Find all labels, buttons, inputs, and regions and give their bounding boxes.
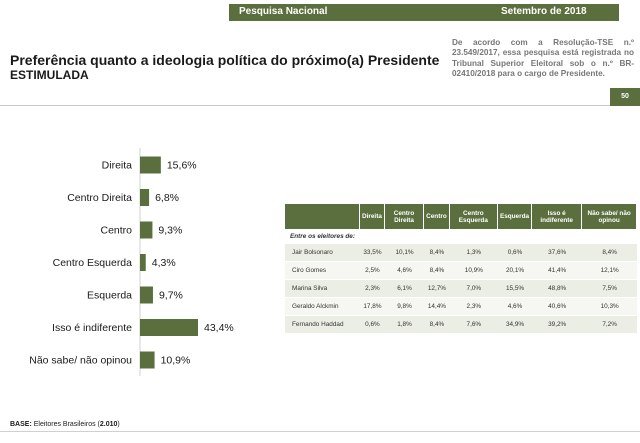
table-cell: 14,4% (424, 298, 450, 316)
category-label: Isso é indiferente (52, 322, 132, 334)
base-count: 2.010 (99, 421, 118, 428)
candidate-name: Ciro Gomes (285, 262, 360, 280)
table-cell: 12,1% (582, 262, 637, 280)
table-cell: 12,7% (424, 280, 450, 298)
value-label: 9,7% (159, 290, 183, 302)
page-number: 50 (610, 88, 640, 106)
base-text: Eleitores Brasileiros ( (33, 421, 100, 428)
bar (140, 319, 198, 336)
table-cell: 8,4% (424, 244, 450, 262)
category-label: Direita (102, 160, 133, 172)
category-label: Centro Esquerda (53, 257, 133, 269)
category-label: Não sabe/ não opinou (29, 355, 132, 367)
base-close: ) (117, 421, 120, 428)
table-cell: 33,5% (360, 244, 385, 262)
bar (140, 156, 161, 174)
table-cell: 17,8% (360, 298, 385, 316)
table-cell: 6,1% (384, 280, 425, 298)
base-label: BASE: (10, 421, 32, 428)
value-label: 6,8% (155, 192, 179, 204)
table-cell: 15,5% (497, 280, 533, 298)
survey-date: Setembro de 2018 (501, 6, 587, 17)
table-cell: 2,5% (360, 262, 385, 280)
table-cell: 4,6% (497, 298, 533, 316)
candidate-name: Geraldo Alckmin (285, 298, 360, 316)
value-label: 4,3% (152, 257, 176, 269)
table-column-header: Centro Esquerda (449, 204, 498, 229)
value-label: 10,9% (161, 355, 191, 367)
table-cell: 2,3% (360, 280, 385, 298)
table-row: Ciro Gomes 2,5% 4,6% 8,4% 10,9% 20,1% 41,4% 12,… (285, 262, 637, 280)
table-cell: 0,6% (497, 244, 533, 262)
table-cell: 7,2% (582, 316, 637, 334)
table-cell: 8,4% (424, 262, 450, 280)
table-row: Jair Bolsonaro 33,5% 10,1% 8,4% 1,3% 0,6% 37,6… (285, 244, 637, 262)
table-cell: 1,3% (449, 244, 498, 262)
table-cell: 39,2% (532, 316, 583, 334)
table-cell: 9,8% (384, 298, 425, 316)
table-column-header: Centro Direita (384, 204, 425, 229)
table-cell: 8,4% (582, 244, 637, 262)
table-column-header: Não sabe/ não opinou (582, 204, 637, 229)
table-cell: 2,3% (449, 298, 498, 316)
table-cell: 37,6% (532, 244, 583, 262)
footer-divider (0, 431, 640, 432)
table-cell: 4,6% (384, 262, 425, 280)
category-label: Esquerda (87, 290, 132, 302)
table-header-blank (285, 204, 360, 229)
bar (140, 286, 153, 304)
table-cell: 10,1% (384, 244, 425, 262)
bar (140, 221, 153, 239)
candidate-name: Marina Silva (285, 280, 360, 298)
table-section-label: Entre os eleitores de: (285, 229, 637, 244)
table-row: Fernando Haddad 0,6% 1,8% 8,4% 7,6% 34,9% 39,2… (285, 316, 637, 334)
bar (140, 254, 146, 271)
registration-note: De acordo com a Resolução-TSE n.º 23.549… (452, 38, 634, 79)
bar-chart: Direita 15,6% Centro Direita 6,8% Centro 9,3%… (29, 148, 234, 376)
table-row: Marina Silva 2,3% 6,1% 12,7% 7,0% 15,5% 48,8% 7… (285, 280, 637, 298)
survey-name: Pesquisa Nacional (239, 6, 328, 17)
category-label: Centro Direita (67, 192, 132, 204)
table-cell: 48,8% (532, 280, 583, 298)
table-cell: 0,6% (360, 316, 385, 334)
table-cell: 7,5% (582, 280, 637, 298)
table-cell: 8,4% (424, 316, 450, 334)
table-cell: 10,9% (449, 262, 498, 280)
table-cell: 7,0% (449, 280, 498, 298)
category-label: Centro (100, 225, 132, 237)
page-title: Preferência quanto a ideologia política … (10, 52, 440, 68)
table-column-header: Direita (360, 204, 385, 229)
table-column-header: Isso é indiferente (532, 204, 583, 229)
bar (140, 189, 150, 206)
header-bar: Pesquisa Nacional Setembro de 2018 (229, 4, 619, 21)
value-label: 9,3% (158, 225, 182, 237)
page-subtitle: ESTIMULADA (10, 68, 89, 82)
table-header-row: Direita Centro Direita Centro Centro Esquer… (285, 204, 637, 229)
table-column-header: Esquerda (497, 204, 533, 229)
candidate-name: Fernando Haddad (285, 316, 360, 334)
bar (140, 351, 155, 369)
table-column-header: Centro (424, 204, 450, 229)
table-cell: 1,8% (384, 316, 425, 334)
value-label: 15,6% (167, 160, 197, 172)
header-divider (0, 105, 610, 106)
table-cell: 10,3% (582, 298, 637, 316)
candidate-name: Jair Bolsonaro (285, 244, 360, 262)
table-cell: 40,6% (532, 298, 583, 316)
table-cell: 34,9% (497, 316, 533, 334)
table-cell: 41,4% (532, 262, 583, 280)
value-label: 43,4% (204, 322, 234, 334)
table-cell: 20,1% (497, 262, 533, 280)
footer-base: BASE: Eleitores Brasileiros (2.010) (10, 421, 120, 428)
table-row: Geraldo Alckmin 17,8% 9,8% 14,4% 2,3% 4,6% 40,… (285, 298, 637, 316)
table-cell: 7,6% (449, 316, 498, 334)
crosstab-table: Direita Centro Direita Centro Centro Esquer… (285, 204, 637, 334)
